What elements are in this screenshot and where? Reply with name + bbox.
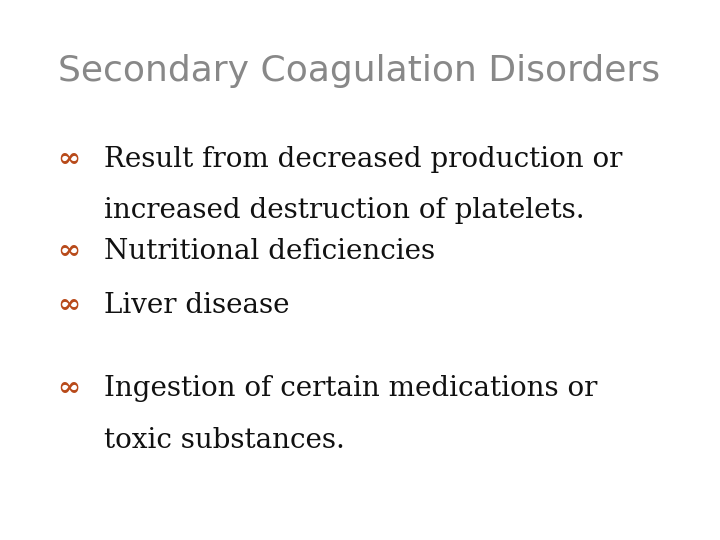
Text: Liver disease: Liver disease	[104, 292, 290, 319]
Text: Result from decreased production or: Result from decreased production or	[104, 146, 623, 173]
Text: ∞: ∞	[58, 238, 81, 265]
Text: ∞: ∞	[58, 292, 81, 319]
Text: Secondary Coagulation Disorders: Secondary Coagulation Disorders	[58, 54, 660, 88]
Text: toxic substances.: toxic substances.	[104, 427, 346, 454]
Text: Nutritional deficiencies: Nutritional deficiencies	[104, 238, 436, 265]
Text: increased destruction of platelets.: increased destruction of platelets.	[104, 197, 585, 224]
Text: ∞: ∞	[58, 146, 81, 173]
Text: ∞: ∞	[58, 375, 81, 402]
Text: Ingestion of certain medications or: Ingestion of certain medications or	[104, 375, 598, 402]
